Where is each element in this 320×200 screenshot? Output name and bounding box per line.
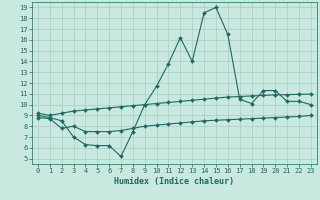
X-axis label: Humidex (Indice chaleur): Humidex (Indice chaleur) [115, 177, 234, 186]
